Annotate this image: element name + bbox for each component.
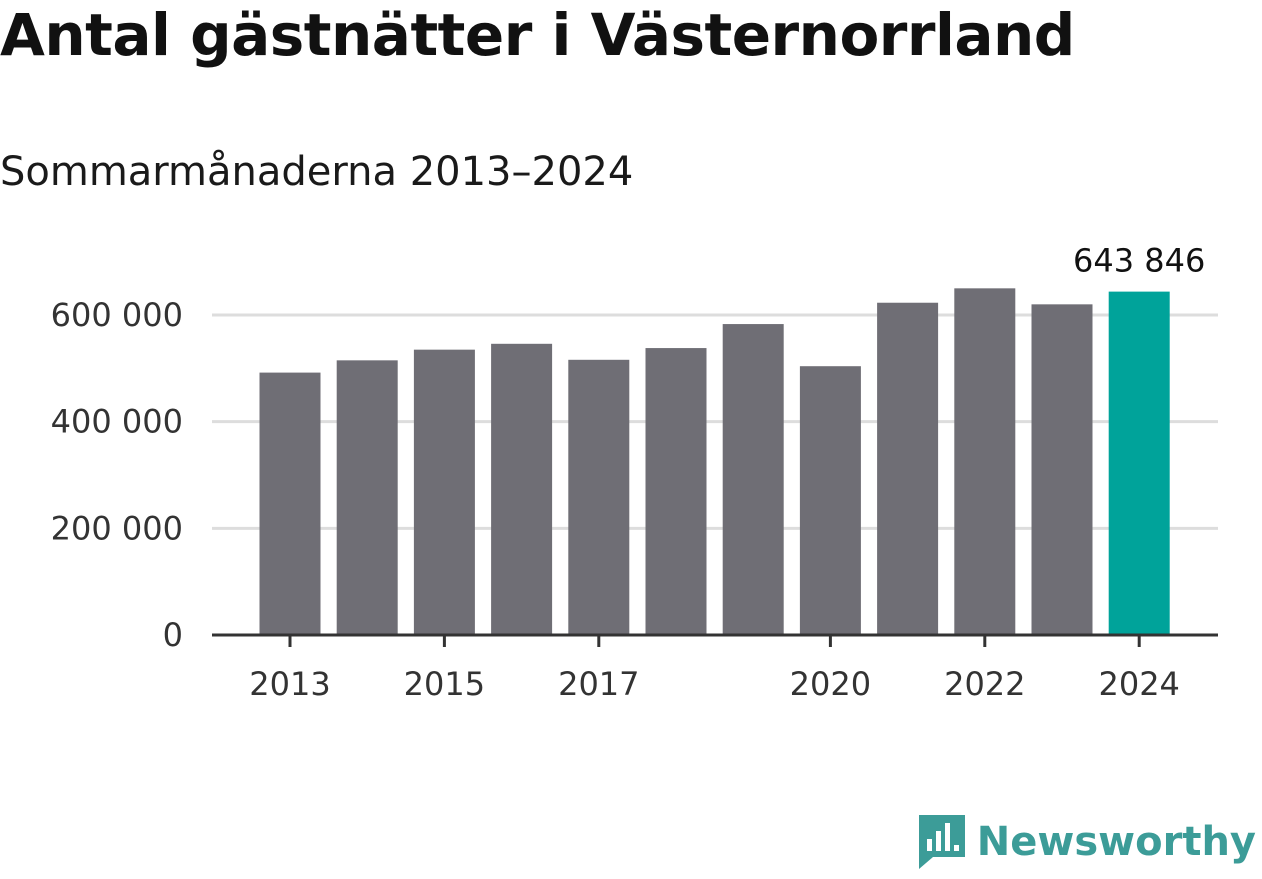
newsworthy-logo-icon: [918, 815, 965, 869]
x-tick-label: 2017: [558, 665, 639, 703]
brand: Newsworthy: [917, 813, 1256, 871]
highlight-value-label: 643 846: [1073, 242, 1205, 280]
x-tick-label: 2015: [404, 665, 485, 703]
x-tick-label: 2024: [1098, 665, 1179, 703]
bar-2022: [954, 288, 1016, 635]
x-tick-label: 2022: [944, 665, 1025, 703]
y-tick-label: 400 000: [51, 403, 183, 441]
bars: [259, 288, 1170, 635]
bar-2024: [1108, 291, 1170, 635]
y-tick-label: 0: [163, 616, 183, 654]
chart-title: Antal gästnätter i Västernorrland: [0, 1, 1075, 69]
bar-2015: [413, 349, 475, 635]
x-tick-label: 2013: [249, 665, 330, 703]
bar-2017: [568, 359, 630, 635]
bar-2018: [645, 348, 707, 635]
brand-name: Newsworthy: [976, 819, 1256, 865]
bar-2021: [877, 302, 939, 635]
chart-subtitle: Sommarmånaderna 2013–2024: [0, 149, 634, 195]
x-axis-ticks: 2013 2015 2017 2020 2022 2024: [249, 635, 1180, 703]
bar-2016: [491, 343, 553, 635]
y-axis-ticks: 0 200 000 400 000 600 000: [51, 296, 183, 654]
bar-2020: [799, 366, 861, 635]
bar-2014: [336, 360, 398, 635]
y-tick-label: 600 000: [51, 296, 183, 334]
bar-2023: [1031, 304, 1093, 635]
bar-2013: [259, 372, 321, 635]
x-tick-label: 2020: [790, 665, 871, 703]
y-tick-label: 200 000: [51, 509, 183, 547]
bar-2019: [722, 324, 784, 635]
